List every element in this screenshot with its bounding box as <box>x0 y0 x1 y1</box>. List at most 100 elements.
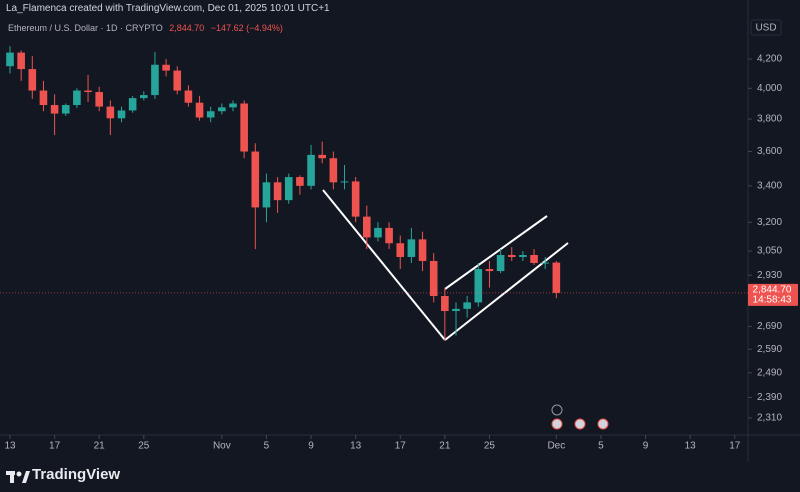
candle-body <box>351 181 360 217</box>
candle-body <box>452 308 460 312</box>
candle-body <box>474 269 483 303</box>
candle-body <box>485 269 494 272</box>
candle-body <box>441 295 449 312</box>
candle-body <box>262 182 271 208</box>
symbol: Ethereum / U.S. Dollar · 1D · CRYPTO <box>8 23 163 33</box>
candle-body <box>519 255 527 257</box>
candle-body <box>463 302 471 309</box>
candle-body <box>496 255 505 272</box>
candle-body <box>218 107 226 112</box>
trend-line <box>444 242 569 341</box>
x-tick-label: 25 <box>484 441 496 452</box>
x-tick-label: 17 <box>395 441 407 452</box>
candle-body <box>385 227 393 244</box>
candle-body <box>429 260 438 296</box>
brand[interactable]: TradingView <box>32 466 121 483</box>
candle-body <box>140 95 148 99</box>
x-tick-label: 9 <box>308 441 314 452</box>
candle-body <box>273 182 282 201</box>
candle-body <box>507 255 516 257</box>
candle-body <box>206 111 215 118</box>
x-tick-label: 17 <box>729 441 741 452</box>
y-tick-label: 3,800 <box>757 114 782 125</box>
y-tick-label: 2,690 <box>757 321 782 332</box>
x-tick-label: 5 <box>598 441 604 452</box>
currency: USD <box>755 23 776 34</box>
candle-body <box>73 90 81 106</box>
candle-body <box>396 243 405 257</box>
candle-body <box>240 103 248 152</box>
candle-body <box>6 52 14 67</box>
event-icon[interactable] <box>574 418 586 430</box>
candle-body <box>307 154 315 186</box>
y-tick-label: 3,050 <box>757 246 782 257</box>
y-tick-label: 2,310 <box>757 413 782 424</box>
candle-body <box>318 154 326 159</box>
candle-body <box>39 90 48 106</box>
countdown: 14:58:43 <box>753 295 792 306</box>
trend-lines <box>322 189 569 341</box>
x-tick-label: 5 <box>264 441 270 452</box>
x-tick-label: 13 <box>4 441 16 452</box>
y-tick-label: 2,390 <box>757 392 782 403</box>
last-price-box <box>748 283 798 306</box>
x-tick-label: Nov <box>213 441 231 452</box>
last-price-label: 2,844.70 <box>753 285 792 296</box>
candle-body <box>552 262 561 293</box>
x-tick-label: 21 <box>94 441 106 452</box>
candle-body <box>195 102 204 118</box>
candle-body <box>251 151 260 208</box>
y-tick-label: 2,490 <box>757 367 782 378</box>
trend-line <box>322 189 446 341</box>
candle-body <box>128 98 137 111</box>
candle-body <box>229 103 237 108</box>
currency-box[interactable] <box>750 19 782 36</box>
footer: TradingView <box>0 462 800 492</box>
candle-body <box>340 181 349 183</box>
price: 2,844.70 <box>169 23 205 33</box>
x-tick-label: 13 <box>685 441 697 452</box>
candle-body <box>284 177 293 201</box>
y-tick-label: 2,590 <box>757 344 782 355</box>
change: −147.62 (−4.94%) <box>210 23 283 33</box>
y-tick-label: 3,600 <box>757 146 782 157</box>
candle-body <box>95 92 103 107</box>
x-tick-label: Dec <box>547 441 565 452</box>
candle-body <box>541 262 549 264</box>
x-tick-label: 21 <box>439 441 451 452</box>
chart: USD 4,200 4,000 3,800 3,600 3,400 3,200 3,050 2… <box>0 0 800 462</box>
y-tick-label: 4,000 <box>757 83 782 94</box>
candle-body <box>329 158 338 183</box>
x-tick-label: 25 <box>138 441 150 452</box>
legend: Ethereum / U.S. Dollar · 1D · CRYPTO 2,8… <box>8 23 287 33</box>
candle-body <box>184 90 193 103</box>
candle-body <box>296 177 304 186</box>
logo-mark <box>6 471 30 483</box>
y-tick-label: 4,200 <box>757 54 782 65</box>
candle-body <box>162 64 170 71</box>
candle-body <box>418 239 427 261</box>
candle-body <box>50 105 59 114</box>
candle-body <box>530 255 538 263</box>
candle-body <box>151 64 159 96</box>
candle-body <box>374 227 382 238</box>
x-tick-label: 9 <box>643 441 649 452</box>
x-tick-label: 17 <box>49 441 61 452</box>
candle-body <box>173 70 182 91</box>
candle-body <box>363 216 371 238</box>
x-tick-label: 13 <box>350 441 362 452</box>
event-icon[interactable] <box>551 418 563 430</box>
event-icons[interactable] <box>551 404 609 430</box>
candle-body <box>106 106 115 119</box>
candle-body <box>117 110 126 119</box>
header: La_Flamenca created with TradingView.com… <box>6 3 330 14</box>
candle-body <box>61 105 70 114</box>
trend-line <box>444 215 548 290</box>
candle-body <box>28 69 37 91</box>
y-tick-label: 2,930 <box>757 270 782 281</box>
event-icon[interactable] <box>551 404 563 416</box>
candle-body <box>407 239 416 257</box>
y-tick-label: 3,400 <box>757 180 782 191</box>
event-icon[interactable] <box>597 418 609 430</box>
